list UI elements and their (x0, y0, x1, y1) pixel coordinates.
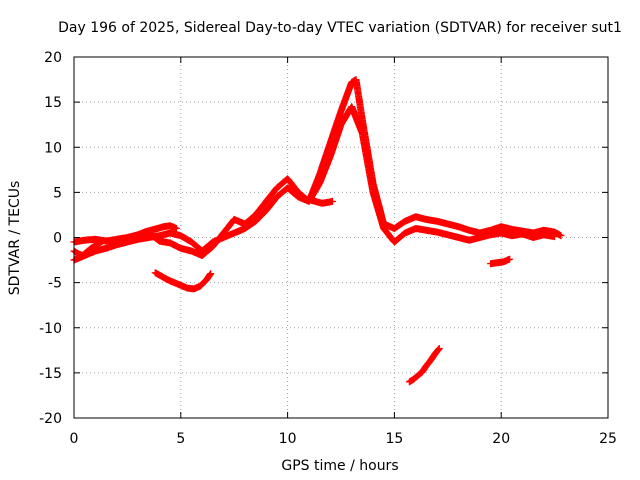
y-tick-label: -15 (39, 366, 62, 382)
series-marks-arc-neg-15 (405, 345, 443, 386)
x-tick-label: 25 (599, 431, 617, 447)
x-axis-title: GPS time / hours (281, 458, 398, 474)
x-tick-label: 10 (279, 431, 297, 447)
y-tick-label: 15 (44, 95, 62, 111)
series-marks-arc-spur-2 (134, 222, 180, 239)
axis-ticks: 0 5 10 15 20 25 -20 -15 -10 -5 0 5 10 15 20 (39, 50, 617, 447)
series-marks-arc-spur-3 (305, 196, 336, 207)
y-tick-label: 20 (44, 50, 62, 66)
y-tick-label: 5 (53, 185, 62, 201)
series-marks-arc-neg-5 (151, 269, 215, 293)
y-axis-title: SDTVAR / TECUs (7, 181, 23, 296)
x-tick-label: 0 (70, 431, 79, 447)
series-arc-neg-2 (487, 255, 514, 268)
y-tick-label: -5 (48, 276, 62, 292)
x-tick-label: 5 (176, 431, 185, 447)
series-arc-neg-15 (405, 345, 443, 386)
y-tick-label: -20 (39, 411, 62, 427)
y-tick-label: -10 (39, 321, 62, 337)
data-series (70, 76, 565, 386)
chart-title: Day 196 of 2025, Sidereal Day-to-day VTE… (58, 20, 622, 36)
series-arc-neg-5 (151, 269, 215, 293)
series-marks-arc-neg-2 (487, 255, 514, 268)
series-arc-spur-2 (134, 222, 180, 239)
x-tick-label: 15 (385, 431, 403, 447)
series-arc-spur-3 (305, 196, 336, 207)
y-tick-label: 0 (53, 231, 62, 247)
y-tick-label: 10 (44, 140, 62, 156)
x-tick-label: 20 (492, 431, 510, 447)
